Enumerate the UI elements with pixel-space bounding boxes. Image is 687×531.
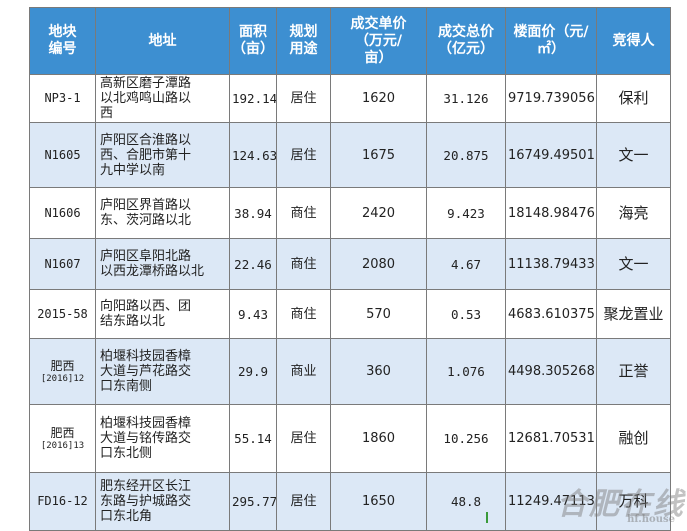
cell-use: 商住 xyxy=(276,289,331,339)
cell-address: 肥东经开区长江 东路与护城路交 口东北角 xyxy=(95,472,230,531)
cell-unit-price: 1675 xyxy=(330,122,427,188)
cell-address: 向阳路以西、团 结东路以北 xyxy=(95,289,230,339)
cell-area: 295.77 xyxy=(229,472,277,531)
header-use: 规划 用途 xyxy=(276,7,331,75)
cell-winner: 融创 xyxy=(596,404,671,473)
cell-area: 192.14 xyxy=(229,74,277,123)
cell-unit-price: 570 xyxy=(330,289,427,339)
cell-code: 2015-58 xyxy=(29,289,96,339)
cell-floor-price: 11138.79433 xyxy=(505,238,597,290)
cell-winner: 保利 xyxy=(596,74,671,123)
table-row: NP3-1 高新区磨子潭路 以北鸡鸣山路以西 192.14 居住 1620 31.… xyxy=(29,74,671,123)
cell-floor-price: 12681.70531 xyxy=(505,404,597,473)
cell-winner: 文一 xyxy=(596,238,671,290)
cell-floor-price: 9719.739056 xyxy=(505,74,597,123)
cell-use: 居住 xyxy=(276,472,331,531)
table-row: 肥西 [2016]13 柏堰科技园香樟 大道与铭传路交 口东北侧 55.14 居住 1… xyxy=(29,404,671,473)
cell-use: 商住 xyxy=(276,187,331,239)
cell-area: 22.46 xyxy=(229,238,277,290)
cell-use: 居住 xyxy=(276,122,331,188)
header-row: 地块 编号 地址 面积 （亩） 规划 用途 成交单价 （万元/亩） 成交总价 （亿元） 楼… xyxy=(29,7,671,75)
cell-winner: 聚龙置业 xyxy=(596,289,671,339)
table-row: N1605 庐阳区合淮路以 西、合肥市第十 九中学以南 124.63 居住 1675… xyxy=(29,122,671,188)
cell-floor-price: 4498.305268 xyxy=(505,338,597,405)
cell-use: 商住 xyxy=(276,238,331,290)
cell-address: 庐阳区合淮路以 西、合肥市第十 九中学以南 xyxy=(95,122,230,188)
table-row: FD16-12 肥东经开区长江 东路与护城路交 口东北角 295.77 居住 165… xyxy=(29,472,671,531)
table-row: N1606 庐阳区界首路以 东、茨河路以北 38.94 商住 2420 9.423… xyxy=(29,187,671,239)
table-row: N1607 庐阳区阜阳北路 以西龙潭桥路以北 22.46 商住 2080 4.67… xyxy=(29,238,671,290)
cell-use: 居住 xyxy=(276,74,331,123)
cell-unit-price: 1860 xyxy=(330,404,427,473)
cell-total-price: 9.423 xyxy=(426,187,506,239)
watermark-text: 合肥在线 xyxy=(557,487,685,522)
cell-winner: 海亮 xyxy=(596,187,671,239)
cell-code: 肥西 [2016]12 xyxy=(29,338,96,405)
cell-use: 商业 xyxy=(276,338,331,405)
cell-unit-price: 1620 xyxy=(330,74,427,123)
cell-area: 124.63 xyxy=(229,122,277,188)
cell-total-price: 48.8 xyxy=(426,472,506,531)
header-winner: 竞得人 xyxy=(596,7,671,75)
cell-area: 9.43 xyxy=(229,289,277,339)
header-address: 地址 xyxy=(95,7,230,75)
cell-winner: 文一 xyxy=(596,122,671,188)
header-code: 地块 编号 xyxy=(29,7,96,75)
cell-total-price: 4.67 xyxy=(426,238,506,290)
watermark-subtext: hf.house xyxy=(627,514,675,525)
cell-total-price: 10.256 xyxy=(426,404,506,473)
cell-floor-price: 18148.98476 xyxy=(505,187,597,239)
cell-unit-price: 360 xyxy=(330,338,427,405)
cell-total-price: 0.53 xyxy=(426,289,506,339)
cell-area: 29.9 xyxy=(229,338,277,405)
header-unit-price: 成交单价 （万元/亩） xyxy=(330,7,427,75)
table-row: 2015-58 向阳路以西、团 结东路以北 9.43 商住 570 0.53 46… xyxy=(29,289,671,339)
header-total-price: 成交总价 （亿元） xyxy=(426,7,506,75)
cell-code: N1606 xyxy=(29,187,96,239)
cell-code: N1605 xyxy=(29,122,96,188)
cell-address: 庐阳区界首路以 东、茨河路以北 xyxy=(95,187,230,239)
cell-total-price: 1.076 xyxy=(426,338,506,405)
header-floor-price: 楼面价（元/㎡） xyxy=(505,7,597,75)
cell-unit-price: 2080 xyxy=(330,238,427,290)
cell-unit-price: 1650 xyxy=(330,472,427,531)
green-divider xyxy=(486,512,488,523)
cell-use: 居住 xyxy=(276,404,331,473)
watermark-logo: 合肥在线 hf.house xyxy=(557,479,685,525)
cell-code: N1607 xyxy=(29,238,96,290)
table-row: 肥西 [2016]12 柏堰科技园香樟 大道与芦花路交 口东南侧 29.9 商业 36… xyxy=(29,338,671,405)
cell-code: 肥西 [2016]13 xyxy=(29,404,96,473)
header-area: 面积 （亩） xyxy=(229,7,277,75)
cell-address: 柏堰科技园香樟 大道与铭传路交 口东北侧 xyxy=(95,404,230,473)
cell-total-price: 31.126 xyxy=(426,74,506,123)
cell-unit-price: 2420 xyxy=(330,187,427,239)
cell-code: FD16-12 xyxy=(29,472,96,531)
cell-floor-price: 16749.49501 xyxy=(505,122,597,188)
cell-address: 高新区磨子潭路 以北鸡鸣山路以西 xyxy=(95,74,230,123)
cell-winner: 正誉 xyxy=(596,338,671,405)
cell-area: 38.94 xyxy=(229,187,277,239)
cell-floor-price: 4683.610375 xyxy=(505,289,597,339)
cell-floor-price: 11249.47113 xyxy=(505,472,597,531)
cell-code: NP3-1 xyxy=(29,74,96,123)
cell-address: 庐阳区阜阳北路 以西龙潭桥路以北 xyxy=(95,238,230,290)
cell-area: 55.14 xyxy=(229,404,277,473)
land-auction-table: 地块 编号 地址 面积 （亩） 规划 用途 成交单价 （万元/亩） 成交总价 （亿元） 楼… xyxy=(29,7,671,531)
cell-address: 柏堰科技园香樟 大道与芦花路交 口东南侧 xyxy=(95,338,230,405)
cell-total-price: 20.875 xyxy=(426,122,506,188)
